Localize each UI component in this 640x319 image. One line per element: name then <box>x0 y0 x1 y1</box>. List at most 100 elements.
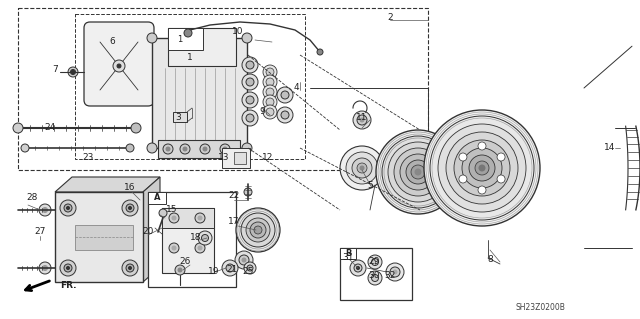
Circle shape <box>246 61 254 69</box>
Text: 11: 11 <box>356 114 368 122</box>
Circle shape <box>250 222 266 238</box>
Text: 23: 23 <box>83 153 93 162</box>
Circle shape <box>390 267 400 277</box>
Polygon shape <box>143 177 160 282</box>
Bar <box>173 112 187 122</box>
Circle shape <box>129 206 131 210</box>
Circle shape <box>263 105 277 119</box>
Circle shape <box>244 188 252 196</box>
Text: A: A <box>154 194 160 203</box>
Circle shape <box>388 142 448 202</box>
Circle shape <box>21 144 29 152</box>
Circle shape <box>67 206 70 210</box>
Circle shape <box>163 144 173 154</box>
Circle shape <box>317 49 323 55</box>
Circle shape <box>122 260 138 276</box>
Circle shape <box>246 114 254 122</box>
Text: 30: 30 <box>368 271 380 279</box>
Circle shape <box>353 111 371 129</box>
Circle shape <box>223 147 227 151</box>
Circle shape <box>64 204 72 212</box>
Text: 14: 14 <box>604 144 616 152</box>
Circle shape <box>277 107 293 123</box>
Circle shape <box>122 200 138 216</box>
Text: 19: 19 <box>208 268 220 277</box>
Text: 17: 17 <box>228 218 240 226</box>
Circle shape <box>400 154 436 190</box>
Circle shape <box>175 265 185 275</box>
Circle shape <box>180 144 190 154</box>
Text: SH23Z0200B: SH23Z0200B <box>515 303 565 313</box>
Text: 27: 27 <box>35 227 45 236</box>
Circle shape <box>129 266 131 270</box>
Circle shape <box>430 116 534 220</box>
Circle shape <box>357 163 367 173</box>
Circle shape <box>263 95 277 109</box>
Circle shape <box>340 146 384 190</box>
Circle shape <box>254 226 262 234</box>
Text: 29: 29 <box>368 257 380 266</box>
Circle shape <box>469 155 495 181</box>
Circle shape <box>475 161 489 175</box>
Circle shape <box>178 268 182 272</box>
Circle shape <box>376 130 460 214</box>
Text: B: B <box>345 249 351 257</box>
Circle shape <box>386 263 404 281</box>
Bar <box>18 8 428 170</box>
Circle shape <box>393 270 397 274</box>
Circle shape <box>357 115 367 125</box>
Circle shape <box>479 165 485 171</box>
Circle shape <box>246 78 254 86</box>
Text: 3: 3 <box>175 114 181 122</box>
Circle shape <box>183 147 187 151</box>
Circle shape <box>113 60 125 72</box>
Circle shape <box>39 204 51 216</box>
Text: 8: 8 <box>487 256 493 264</box>
Circle shape <box>281 111 289 119</box>
Circle shape <box>462 148 502 188</box>
Circle shape <box>242 33 252 43</box>
Circle shape <box>169 213 179 223</box>
Bar <box>162 208 214 273</box>
Circle shape <box>478 142 486 150</box>
Bar <box>340 248 356 259</box>
Circle shape <box>159 209 167 217</box>
Text: 7: 7 <box>52 65 58 75</box>
Circle shape <box>172 216 176 220</box>
Bar <box>55 192 143 282</box>
Circle shape <box>172 246 176 250</box>
Circle shape <box>131 123 141 133</box>
Circle shape <box>459 175 467 183</box>
Circle shape <box>42 207 47 212</box>
FancyBboxPatch shape <box>84 22 154 106</box>
Text: 13: 13 <box>218 153 230 162</box>
Circle shape <box>184 29 192 37</box>
Text: 1: 1 <box>187 54 193 63</box>
Text: FR.: FR. <box>60 281 77 291</box>
Circle shape <box>242 57 258 73</box>
Bar <box>148 192 166 204</box>
Circle shape <box>68 67 78 77</box>
Circle shape <box>266 98 274 106</box>
Text: 15: 15 <box>166 205 178 214</box>
Circle shape <box>354 264 362 272</box>
Circle shape <box>169 243 179 253</box>
Circle shape <box>117 64 121 68</box>
Circle shape <box>438 124 526 212</box>
Circle shape <box>356 266 360 270</box>
Text: 21: 21 <box>227 265 237 275</box>
Text: 5: 5 <box>367 181 373 189</box>
Circle shape <box>70 70 76 75</box>
Circle shape <box>198 246 202 250</box>
Polygon shape <box>55 177 160 192</box>
Circle shape <box>446 132 518 204</box>
Circle shape <box>459 153 467 161</box>
Bar <box>75 14 305 159</box>
Circle shape <box>42 265 47 271</box>
Circle shape <box>244 262 256 274</box>
Circle shape <box>360 166 364 170</box>
Circle shape <box>239 255 249 265</box>
Circle shape <box>266 68 274 76</box>
Bar <box>168 28 203 50</box>
Text: 24: 24 <box>44 123 56 132</box>
